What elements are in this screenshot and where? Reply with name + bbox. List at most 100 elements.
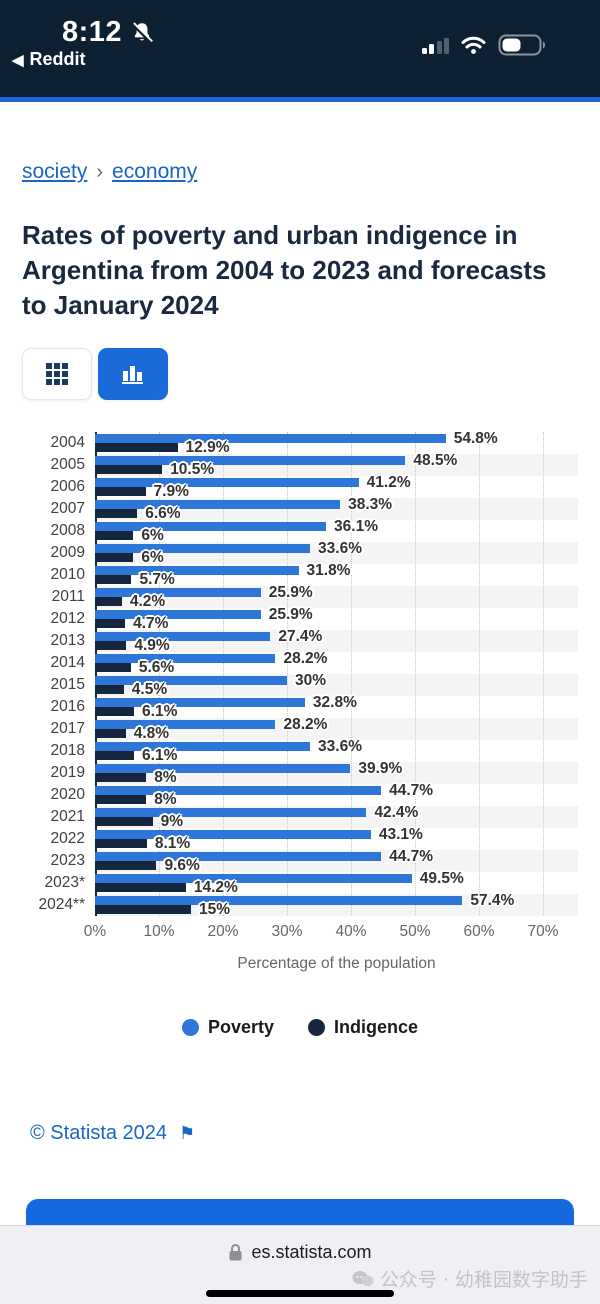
year-label: 2005 bbox=[50, 456, 85, 474]
view-toolbar bbox=[22, 348, 578, 401]
row-track: 41.2% 7.9% bbox=[95, 474, 578, 500]
legend-item-poverty[interactable]: Poverty bbox=[181, 1017, 274, 1038]
year-label: 2007 bbox=[50, 500, 85, 518]
year-label: 2024** bbox=[38, 896, 85, 914]
browser-bottom-bar: es.statista.com 公众号 · 幼稚园数字助手 bbox=[0, 1225, 600, 1304]
poverty-bar bbox=[95, 786, 382, 796]
poverty-bar bbox=[95, 610, 261, 620]
indigence-bar bbox=[95, 531, 134, 541]
poverty-value-label: 48.5% bbox=[413, 452, 458, 470]
row-track: 49.5% 14.2% bbox=[95, 870, 578, 896]
poverty-bar bbox=[95, 588, 261, 598]
year-label: 2023 bbox=[50, 852, 85, 870]
indigence-bar bbox=[95, 707, 135, 717]
row-track: 31.8% 5.7% bbox=[95, 562, 578, 588]
lock-icon bbox=[229, 1244, 242, 1261]
year-label: 2020 bbox=[50, 786, 85, 804]
indigence-bar bbox=[95, 685, 124, 695]
indigence-bar bbox=[95, 597, 122, 607]
indigence-value-label: 9.6% bbox=[164, 857, 200, 875]
report-flag-icon[interactable]: ⚑ bbox=[179, 1123, 196, 1144]
status-icons bbox=[421, 33, 549, 57]
indigence-value-label: 10.5% bbox=[170, 461, 215, 479]
poverty-bar bbox=[95, 742, 311, 752]
chart-view-button[interactable] bbox=[98, 348, 168, 401]
indigence-value-label: 4.7% bbox=[133, 615, 169, 633]
row-track: 57.4% 15% bbox=[95, 892, 578, 918]
x-tick-label: 10% bbox=[143, 923, 175, 941]
poverty-value-label: 28.2% bbox=[283, 716, 328, 734]
status-bar: 8:12 ◀ Reddit bbox=[0, 0, 600, 97]
chart-row: 2018 33.6% 6.1% bbox=[22, 738, 578, 764]
indigence-bar bbox=[95, 663, 131, 673]
accent-strip bbox=[0, 97, 600, 102]
clock: 8:12 bbox=[62, 16, 123, 48]
year-label: 2004 bbox=[50, 434, 85, 452]
back-app-label: Reddit bbox=[29, 49, 86, 69]
poverty-value-label: 41.2% bbox=[366, 474, 411, 492]
battery-icon bbox=[498, 34, 546, 56]
poverty-value-label: 27.4% bbox=[278, 628, 323, 646]
poverty-value-label: 39.9% bbox=[358, 760, 403, 778]
copyright-text: © Statista 2024 bbox=[30, 1122, 168, 1145]
chart-row: 2009 33.6% 6% bbox=[22, 540, 578, 566]
legend-item-indigence[interactable]: Indigence bbox=[308, 1017, 418, 1038]
chart-row: 2005 48.5% 10.5% bbox=[22, 452, 578, 479]
year-label: 2006 bbox=[50, 478, 85, 496]
year-label: 2015 bbox=[50, 676, 85, 694]
row-track: 27.4% 4.9% bbox=[95, 628, 578, 654]
url-text: es.statista.com bbox=[251, 1242, 372, 1262]
indigence-bar bbox=[95, 861, 157, 871]
chart-row: 2004 54.8% 12.9% bbox=[22, 430, 578, 456]
poverty-value-label: 43.1% bbox=[378, 826, 423, 844]
breadcrumb-link-economy[interactable]: economy bbox=[112, 160, 198, 183]
poverty-value-label: 49.5% bbox=[419, 870, 464, 888]
row-track: 32.8% 6.1% bbox=[95, 694, 578, 720]
poverty-value-label: 33.6% bbox=[318, 540, 362, 558]
x-tick-label: 70% bbox=[527, 923, 559, 941]
poverty-bar bbox=[95, 478, 359, 488]
indigence-bar bbox=[95, 729, 126, 739]
year-label: 2013 bbox=[50, 632, 85, 650]
x-tick-label: 40% bbox=[335, 923, 367, 941]
chart-row: 2024** 57.4% 15% bbox=[22, 892, 578, 918]
chart-row: 2022 43.1% 8.1% bbox=[22, 826, 578, 852]
poverty-value-label: 42.4% bbox=[374, 804, 419, 822]
back-to-app[interactable]: ◀ Reddit bbox=[12, 49, 86, 70]
row-track: 44.7% 9.6% bbox=[95, 848, 578, 875]
indigence-bar bbox=[95, 465, 163, 475]
poverty-value-label: 38.3% bbox=[348, 496, 393, 514]
row-track: 42.4% 9% bbox=[95, 804, 578, 831]
breadcrumb-link-society[interactable]: society bbox=[22, 160, 88, 183]
indigence-bar bbox=[95, 509, 138, 519]
poverty-bar bbox=[95, 654, 276, 664]
row-track: 25.9% 4.7% bbox=[95, 606, 578, 633]
home-indicator[interactable] bbox=[206, 1290, 394, 1297]
chart-legend: Poverty Indigence bbox=[22, 1017, 578, 1038]
indigence-value-label: 9% bbox=[160, 813, 183, 831]
chart-row: 2012 25.9% 4.7% bbox=[22, 606, 578, 633]
x-tick-label: 60% bbox=[463, 923, 495, 941]
chart-row: 2010 31.8% 5.7% bbox=[22, 562, 578, 588]
year-label: 2018 bbox=[50, 742, 85, 760]
address-bar[interactable]: es.statista.com bbox=[0, 1242, 600, 1263]
x-axis-title: Percentage of the population bbox=[237, 955, 436, 973]
poverty-bar bbox=[95, 434, 446, 444]
chart-row: 2023* 49.5% 14.2% bbox=[22, 870, 578, 896]
bell-muted-icon bbox=[131, 21, 154, 44]
poverty-bar bbox=[95, 500, 341, 510]
poverty-bar bbox=[95, 522, 327, 532]
legend-label: Indigence bbox=[334, 1017, 419, 1038]
indigence-bar bbox=[95, 487, 146, 497]
chart-row: 2020 44.7% 8% bbox=[22, 782, 578, 808]
grid-icon bbox=[46, 363, 68, 386]
copyright-row: © Statista 2024 ⚑ bbox=[22, 1122, 578, 1145]
poverty-value-label: 44.7% bbox=[389, 848, 434, 866]
chart-rows: 2004 54.8% 12.9% 2005 48.5% 10.5% 2006 41.2% 7.9… bbox=[22, 430, 578, 918]
breadcrumb: society › economy bbox=[22, 160, 578, 184]
watermark-text: 公众号 · 幼稚园数字助手 bbox=[379, 1269, 588, 1291]
table-view-button[interactable] bbox=[22, 348, 92, 401]
poverty-bar bbox=[95, 720, 276, 730]
poverty-bar bbox=[95, 808, 367, 818]
